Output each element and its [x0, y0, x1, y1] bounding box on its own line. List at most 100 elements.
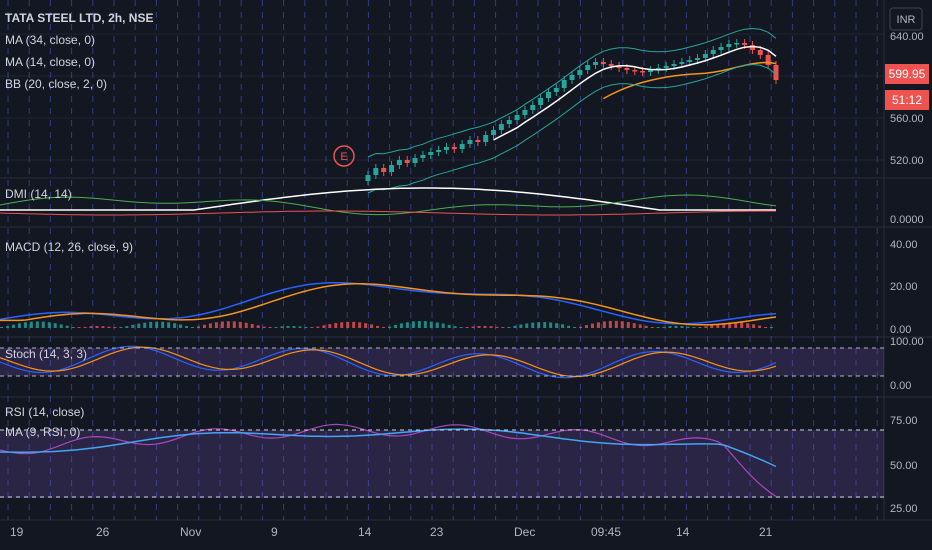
macd-lines [0, 281, 777, 326]
currency-button[interactable] [889, 7, 923, 31]
dmi-label[interactable]: DMI (14, 14) [5, 187, 72, 201]
candle-body [600, 62, 606, 64]
macd-histogram-bar [686, 326, 690, 328]
dmi-lines [0, 187, 777, 216]
candle-body [436, 150, 442, 152]
macd-histogram-bar [501, 327, 505, 328]
candle-body [671, 64, 677, 66]
main-chart-title[interactable]: TATA STEEL LTD, 2h, NSE [5, 11, 153, 25]
stoch-tick-100: 100.00 [890, 336, 924, 348]
macd-histogram-bar [226, 321, 230, 328]
candle-body [734, 43, 740, 45]
macd-histogram-bar [710, 325, 714, 328]
macd-histogram-bar [680, 326, 684, 328]
price-axis[interactable]: INR 640.00 560.00 520.00 599.95 51:12 0.… [885, 7, 929, 515]
macd-histogram-bar [280, 326, 284, 328]
macd-histogram-bar [656, 327, 660, 328]
bb-label[interactable]: BB (20, close, 2, 0) [5, 77, 107, 91]
macd-histogram-bar [71, 326, 75, 328]
candle-body [412, 158, 418, 163]
macd-histogram-bar [614, 320, 618, 328]
macd-histogram-bar [191, 327, 195, 328]
macd-histogram-bar [328, 324, 332, 328]
macd-histogram-bar [77, 327, 81, 328]
macd-histogram-bar [722, 323, 726, 328]
macd-tick-0: 0.00 [890, 324, 911, 336]
macd-line [0, 281, 777, 325]
stoch-k-line [0, 345, 777, 379]
macd-histogram-bar [388, 326, 391, 328]
macd-histogram-bar [626, 322, 630, 328]
x-tick-19: 19 [10, 525, 24, 539]
price-tick-640: 640.00 [890, 31, 924, 43]
price-tick-560: 560.00 [890, 113, 924, 125]
candle-body [404, 160, 410, 163]
macd-histogram-bar [573, 327, 577, 328]
macd-histogram-bar [167, 322, 171, 328]
candle-body [561, 80, 567, 88]
macd-histogram-bar [250, 323, 254, 328]
price-overlays [367, 27, 777, 194]
macd-histogram-bar [495, 326, 499, 328]
x-tick-0945: 09:45 [591, 525, 621, 539]
macd-histogram-bar [65, 325, 69, 328]
macd-histogram-bar [746, 323, 750, 328]
macd-histogram-bar [555, 323, 559, 328]
macd-histogram-bar [208, 323, 212, 328]
candle-body [585, 65, 591, 70]
macd-histogram-bar [41, 321, 45, 328]
candle-body [459, 144, 465, 149]
candle-body [443, 147, 449, 150]
ma14-label[interactable]: MA (14, close, 0) [5, 55, 95, 69]
macd-histogram-bar [429, 321, 433, 328]
macd-histogram-bar [567, 325, 571, 328]
stoch-label[interactable]: Stoch (14, 3, 3) [5, 347, 87, 361]
macd-histogram-bar [5, 326, 9, 328]
rsi-ma-label[interactable]: MA (9, RSI, 0) [5, 425, 80, 439]
macd-histogram-bar [179, 324, 183, 328]
macd-histogram-bar [650, 327, 654, 328]
rsi-ma-line [0, 428, 777, 468]
macd-histogram-bar [352, 321, 356, 328]
candle-body [420, 155, 426, 158]
candle-body [655, 68, 661, 70]
macd-histogram-bar [143, 322, 147, 328]
dmi-tick-0: 0.0000 [890, 214, 924, 226]
macd-histogram-bar [692, 327, 696, 328]
macd-histogram-bar [453, 326, 457, 328]
macd-histogram-bar [23, 322, 27, 328]
candle-body [506, 120, 512, 124]
ma34-label[interactable]: MA (34, close, 0) [5, 33, 95, 47]
macd-histogram-bar [358, 322, 362, 328]
macd-histogram-bar [752, 324, 756, 328]
candle-body [569, 75, 575, 80]
macd-histogram-bar [716, 323, 720, 328]
macd-histogram-bar [310, 327, 314, 328]
candle-body [428, 152, 434, 155]
macd-histogram-bar [465, 327, 469, 328]
time-axis[interactable]: 19 26 Nov 9 14 23 Dec 09:45 14 21 [10, 525, 773, 539]
rsi-band [0, 430, 884, 498]
currency-label: INR [897, 14, 916, 26]
countdown-badge [885, 90, 929, 110]
macd-histogram-bar [202, 324, 206, 328]
macd-histogram-bar [758, 325, 762, 328]
rsi-tick-75: 75.00 [890, 415, 918, 427]
macd-histogram-bar [662, 326, 666, 328]
bb-lower [367, 63, 777, 194]
candle-body [710, 50, 716, 54]
earnings-marker[interactable] [333, 145, 355, 167]
macd-histogram-bar [47, 322, 51, 328]
macd-histogram-bar [161, 321, 165, 328]
macd-histogram-bar [632, 323, 636, 328]
rsi-label[interactable]: RSI (14, close) [5, 405, 84, 419]
macd-histogram-bar [155, 321, 159, 328]
candle-body [749, 45, 755, 50]
macd-histogram-bar [107, 326, 111, 328]
macd-label[interactable]: MACD (12, 26, close, 9) [5, 240, 133, 254]
macd-histogram-bar [644, 325, 648, 328]
candle-body [381, 168, 387, 172]
macd-tick-40: 40.00 [890, 239, 918, 251]
